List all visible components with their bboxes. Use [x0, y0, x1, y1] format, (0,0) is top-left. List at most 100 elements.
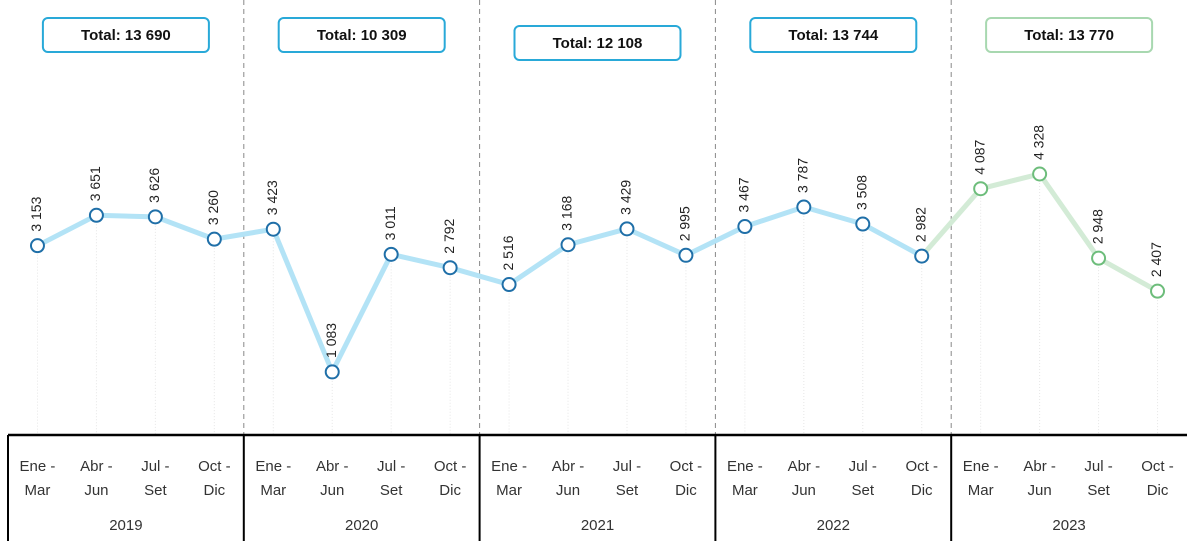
line-segment	[211, 226, 276, 242]
x-tick-label: Set	[380, 482, 403, 499]
value-label: 2 982	[912, 207, 928, 242]
x-tick-label: Set	[616, 482, 639, 499]
marker	[501, 277, 517, 293]
marker	[442, 260, 458, 276]
x-tick-label: Jul -	[849, 458, 877, 475]
x-tick-label: Jul -	[377, 458, 405, 475]
line-segment	[1096, 255, 1161, 294]
line-segment	[329, 251, 394, 375]
total-label: Total: 13 770	[1024, 27, 1114, 44]
total-label: Total: 13 690	[81, 27, 171, 44]
total-box	[277, 17, 446, 53]
value-label: 3 508	[853, 175, 869, 210]
x-tick-label: Set	[1087, 482, 1110, 499]
x-tick-label: Dic	[1147, 482, 1169, 499]
x-tick-label: Mar	[732, 482, 758, 499]
x-tick-label: Mar	[25, 482, 51, 499]
x-tick-label: Abr -	[316, 458, 349, 475]
x-tick-label: Jun	[792, 482, 816, 499]
marker	[324, 364, 340, 380]
x-tick-label: Jun	[320, 482, 344, 499]
x-tick-label: Oct -	[670, 458, 703, 475]
line-segment	[683, 224, 748, 258]
marker	[206, 231, 222, 247]
value-label: 3 260	[205, 190, 221, 225]
year-label: 2023	[1052, 517, 1085, 534]
line-segment	[447, 265, 512, 288]
x-tick-label: Set	[852, 482, 875, 499]
value-label: 3 429	[618, 180, 634, 215]
x-tick-label: Jun	[84, 482, 108, 499]
x-tick-label: Mar	[968, 482, 994, 499]
value-label: 4 087	[971, 139, 987, 174]
x-tick-label: Jul -	[613, 458, 641, 475]
x-tick-label: Abr -	[1023, 458, 1056, 475]
x-tick-label: Oct -	[905, 458, 938, 475]
total-label: Total: 10 309	[317, 27, 407, 44]
total-box	[985, 17, 1154, 53]
marker	[678, 247, 694, 263]
value-label: 2 407	[1148, 242, 1164, 277]
x-tick-label: Oct -	[434, 458, 467, 475]
year-label: 2021	[581, 517, 614, 534]
total-label: Total: 13 744	[788, 27, 878, 44]
x-tick-label: Ene -	[20, 458, 56, 475]
line-segment	[801, 204, 866, 227]
marker	[796, 199, 812, 215]
x-tick-label: Oct -	[1141, 458, 1174, 475]
marker	[619, 221, 635, 237]
x-tick-label: Oct -	[198, 458, 231, 475]
line-segment	[34, 212, 99, 249]
marker	[1091, 250, 1107, 266]
x-tick-label: Dic	[675, 482, 697, 499]
marker	[147, 209, 163, 225]
x-tick-label: Mar	[496, 482, 522, 499]
marker	[383, 246, 399, 262]
value-label: 3 626	[146, 168, 162, 203]
x-tick-label: Dic	[911, 482, 933, 499]
year-label: 2022	[817, 517, 850, 534]
x-tick-label: Jun	[556, 482, 580, 499]
marker	[1032, 166, 1048, 182]
x-tick-label: Jun	[1028, 482, 1052, 499]
marker	[29, 238, 45, 254]
x-tick-label: Dic	[203, 482, 225, 499]
marker	[914, 248, 930, 264]
line-segment	[860, 221, 925, 259]
value-label: 2 516	[500, 235, 516, 270]
x-tick-label: Abr -	[80, 458, 113, 475]
x-tick-label: Set	[144, 482, 167, 499]
marker	[88, 207, 104, 223]
x-tick-label: Abr -	[552, 458, 585, 475]
line-segment	[565, 226, 630, 248]
value-label: 3 153	[28, 196, 44, 231]
x-tick-label: Ene -	[963, 458, 999, 475]
value-label: 4 328	[1030, 125, 1046, 160]
line-segment	[270, 226, 335, 375]
line-segment	[1037, 171, 1102, 261]
year-label: 2020	[345, 517, 378, 534]
marker	[737, 219, 753, 235]
value-label: 2 792	[441, 218, 457, 253]
x-tick-label: Abr -	[788, 458, 821, 475]
x-tick-label: Ene -	[727, 458, 763, 475]
x-tick-label: Mar	[260, 482, 286, 499]
value-label: 3 651	[87, 166, 103, 201]
line-segment	[93, 212, 158, 220]
line-segment	[506, 242, 571, 288]
value-label: 3 467	[736, 177, 752, 212]
line-segment	[919, 186, 984, 259]
marker	[265, 221, 281, 237]
x-tick-label: Jul -	[141, 458, 169, 475]
x-tick-label: Ene -	[491, 458, 527, 475]
x-tick-label: Dic	[439, 482, 461, 499]
value-label: 3 168	[559, 196, 575, 231]
x-tick-label: Jul -	[1084, 458, 1112, 475]
value-label: 2 948	[1089, 209, 1105, 244]
marker	[973, 181, 989, 197]
line-segment	[388, 251, 453, 271]
total-box	[41, 17, 210, 53]
total-box	[749, 17, 918, 53]
value-label: 3 011	[382, 206, 398, 240]
